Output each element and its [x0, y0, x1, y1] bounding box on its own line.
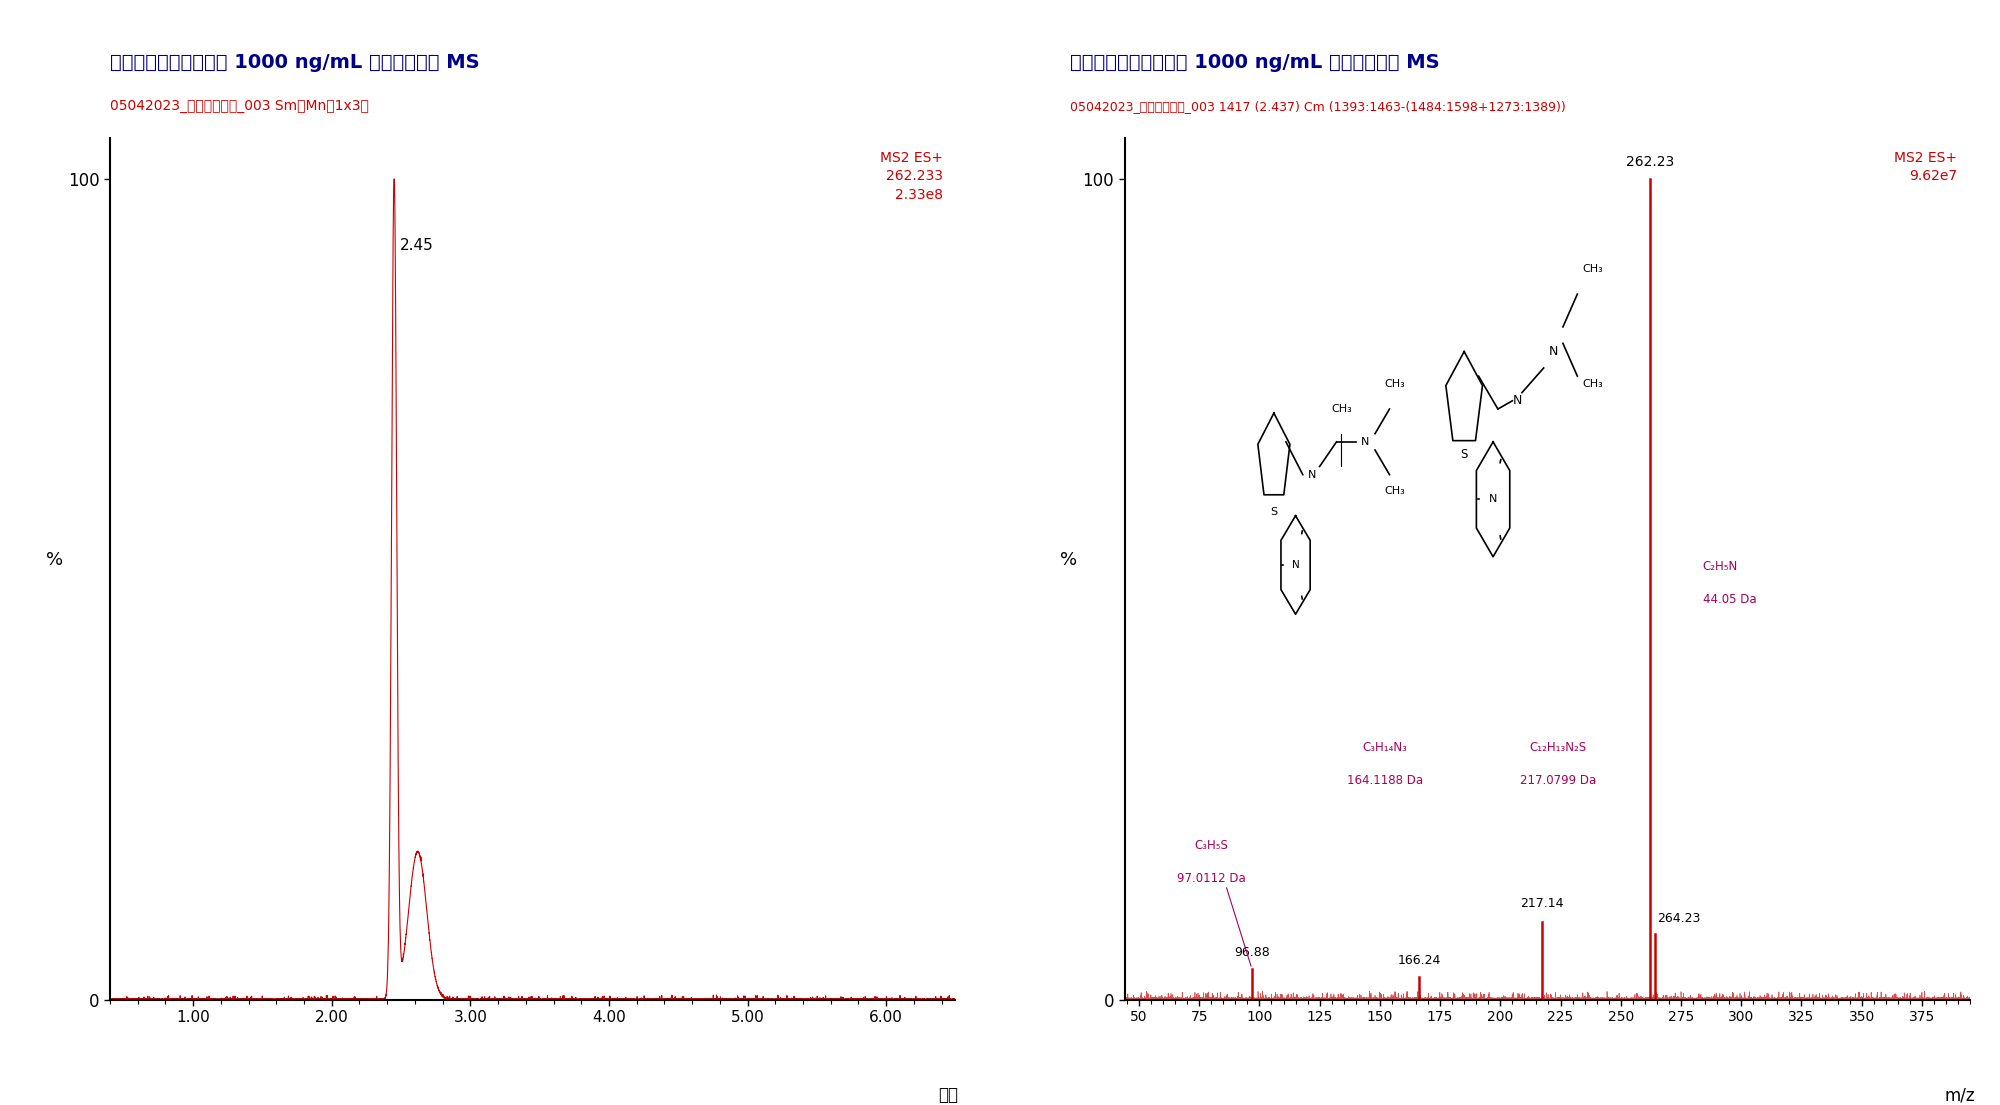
Text: C₁₂H₁₃N₂S: C₁₂H₁₃N₂S — [1530, 740, 1586, 754]
Text: C₂H₅N: C₂H₅N — [1702, 560, 1738, 573]
Text: CH₃: CH₃ — [1330, 404, 1352, 414]
Text: N: N — [1512, 394, 1522, 408]
Text: S: S — [1460, 448, 1468, 461]
Text: メタピリレン標準試料 1000 ng/mL フルスキャン MS: メタピリレン標準試料 1000 ng/mL フルスキャン MS — [1070, 53, 1440, 72]
Text: 時間: 時間 — [938, 1086, 958, 1104]
Text: MS2 ES+
262.233
2.33e8: MS2 ES+ 262.233 2.33e8 — [880, 151, 942, 202]
Text: C₃H₅S: C₃H₅S — [1194, 840, 1228, 852]
Text: CH₃: CH₃ — [1384, 486, 1404, 496]
Text: N: N — [1548, 345, 1558, 358]
Text: 96.88: 96.88 — [1234, 946, 1270, 959]
Text: MS2 ES+
9.62e7: MS2 ES+ 9.62e7 — [1894, 151, 1958, 183]
Text: 264.23: 264.23 — [1658, 912, 1700, 925]
Text: CH₃: CH₃ — [1384, 379, 1404, 389]
Text: 217.14: 217.14 — [1520, 897, 1564, 909]
Text: N: N — [1362, 436, 1370, 446]
Text: 2.45: 2.45 — [400, 238, 434, 253]
Text: S: S — [1270, 506, 1278, 517]
Y-axis label: %: % — [1060, 551, 1078, 569]
Text: N: N — [1292, 560, 1300, 570]
Text: 97.0112 Da: 97.0112 Da — [1176, 872, 1246, 885]
Text: C₃H₁₄N₃: C₃H₁₄N₃ — [1362, 740, 1408, 754]
Y-axis label: %: % — [46, 551, 62, 569]
Text: 44.05 Da: 44.05 Da — [1702, 593, 1756, 606]
Text: 166.24: 166.24 — [1398, 955, 1440, 967]
Text: N: N — [1488, 494, 1498, 504]
Text: 217.0799 Da: 217.0799 Da — [1520, 774, 1596, 787]
Text: 05042023_メタピリレン_003 1417 (2.437) Cm (1393:1463-(1484:1598+1273:1389)): 05042023_メタピリレン_003 1417 (2.437) Cm (139… — [1070, 99, 1566, 113]
Text: N: N — [1308, 470, 1316, 480]
Text: 262.23: 262.23 — [1626, 156, 1674, 169]
Text: 164.1188 Da: 164.1188 Da — [1346, 774, 1422, 787]
Text: 05042023_メタピリレン_003 Sm（Mn、1x3）: 05042023_メタピリレン_003 Sm（Mn、1x3） — [110, 98, 368, 113]
Text: m/z: m/z — [1944, 1086, 1974, 1104]
Text: メタピリレン標準試料 1000 ng/mL フルスキャン MS: メタピリレン標準試料 1000 ng/mL フルスキャン MS — [110, 53, 480, 72]
Text: CH₃: CH₃ — [1582, 379, 1602, 389]
Text: CH₃: CH₃ — [1582, 264, 1602, 274]
